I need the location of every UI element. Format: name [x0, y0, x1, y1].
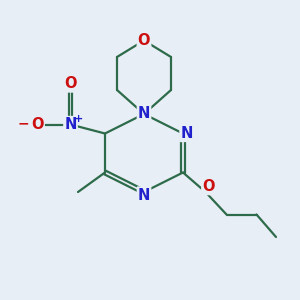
- Text: O: O: [64, 76, 77, 92]
- Text: O: O: [31, 117, 44, 132]
- Text: +: +: [74, 114, 83, 124]
- Text: N: N: [180, 126, 193, 141]
- Text: −: −: [18, 116, 29, 130]
- Text: N: N: [64, 117, 77, 132]
- Text: N: N: [138, 106, 150, 122]
- Text: O: O: [202, 179, 215, 194]
- Text: N: N: [138, 188, 150, 202]
- Text: O: O: [138, 33, 150, 48]
